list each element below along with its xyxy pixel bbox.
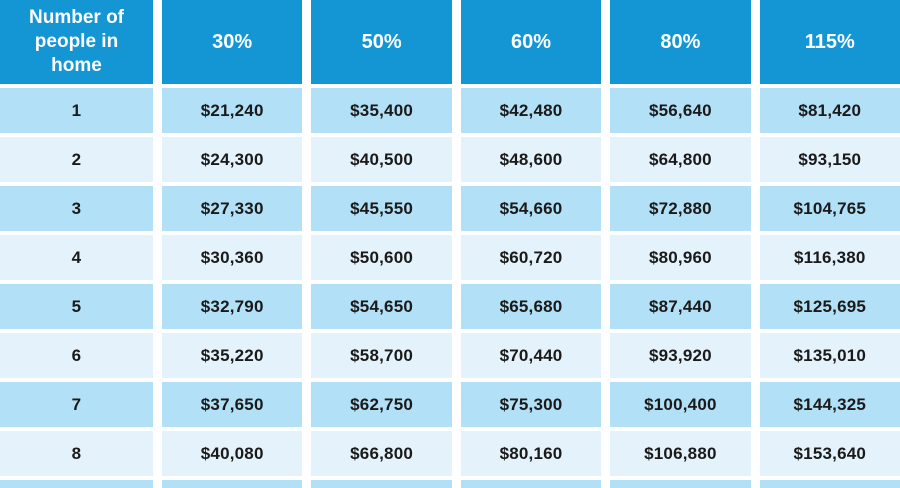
income-value-cell: $60,720	[460, 235, 602, 280]
income-value-cell: $80,160	[460, 431, 602, 476]
income-value-cell: $45,550	[311, 186, 452, 231]
row-people-count: 2	[0, 137, 153, 182]
next-row-sliver-cell	[162, 480, 303, 488]
header-number-of-people-in-home: Number of people in home	[0, 0, 153, 84]
income-value-cell: $27,330	[162, 186, 303, 231]
income-value-cell: $153,640	[759, 431, 900, 476]
income-value-cell: $87,440	[610, 284, 751, 329]
income-value-cell: $93,920	[610, 333, 751, 378]
row-people-count: 4	[0, 235, 153, 280]
income-value-cell: $35,220	[162, 333, 303, 378]
header-col-115pct: 115%	[759, 0, 900, 84]
next-row-sliver-cell	[759, 480, 900, 488]
income-value-cell: $80,960	[610, 235, 751, 280]
income-value-cell: $65,680	[460, 284, 602, 329]
row-people-count: 5	[0, 284, 153, 329]
income-value-cell: $104,765	[759, 186, 900, 231]
income-value-cell: $58,700	[311, 333, 452, 378]
income-value-cell: $135,010	[759, 333, 900, 378]
income-value-cell: $106,880	[610, 431, 751, 476]
income-value-cell: $116,380	[759, 235, 900, 280]
income-value-cell: $54,660	[460, 186, 602, 231]
header-col-50pct: 50%	[311, 0, 452, 84]
income-value-cell: $93,150	[759, 137, 900, 182]
row-people-count: 7	[0, 382, 153, 427]
income-value-cell: $62,750	[311, 382, 452, 427]
income-value-cell: $40,080	[162, 431, 303, 476]
income-value-cell: $70,440	[460, 333, 602, 378]
next-row-sliver-cell	[460, 480, 602, 488]
income-value-cell: $24,300	[162, 137, 303, 182]
income-value-cell: $21,240	[162, 88, 303, 133]
income-value-cell: $48,600	[460, 137, 602, 182]
income-value-cell: $100,400	[610, 382, 751, 427]
income-value-cell: $54,650	[311, 284, 452, 329]
income-value-cell: $42,480	[460, 88, 602, 133]
income-value-cell: $75,300	[460, 382, 602, 427]
income-value-cell: $30,360	[162, 235, 303, 280]
income-value-cell: $72,880	[610, 186, 751, 231]
next-row-sliver-cell	[311, 480, 452, 488]
income-value-cell: $50,600	[311, 235, 452, 280]
row-people-count: 3	[0, 186, 153, 231]
income-value-cell: $40,500	[311, 137, 452, 182]
income-value-cell: $144,325	[759, 382, 900, 427]
header-col-60pct: 60%	[460, 0, 602, 84]
row-people-count: 1	[0, 88, 153, 133]
row-people-count: 8	[0, 431, 153, 476]
income-value-cell: $64,800	[610, 137, 751, 182]
header-col-30pct: 30%	[162, 0, 303, 84]
row-people-count: 6	[0, 333, 153, 378]
header-col-80pct: 80%	[610, 0, 751, 84]
income-value-cell: $56,640	[610, 88, 751, 133]
income-value-cell: $35,400	[311, 88, 452, 133]
next-row-sliver-cell	[0, 480, 153, 488]
income-value-cell: $81,420	[759, 88, 900, 133]
income-value-cell: $66,800	[311, 431, 452, 476]
income-value-cell: $37,650	[162, 382, 303, 427]
next-row-sliver-cell	[610, 480, 751, 488]
income-value-cell: $32,790	[162, 284, 303, 329]
income-value-cell: $125,695	[759, 284, 900, 329]
